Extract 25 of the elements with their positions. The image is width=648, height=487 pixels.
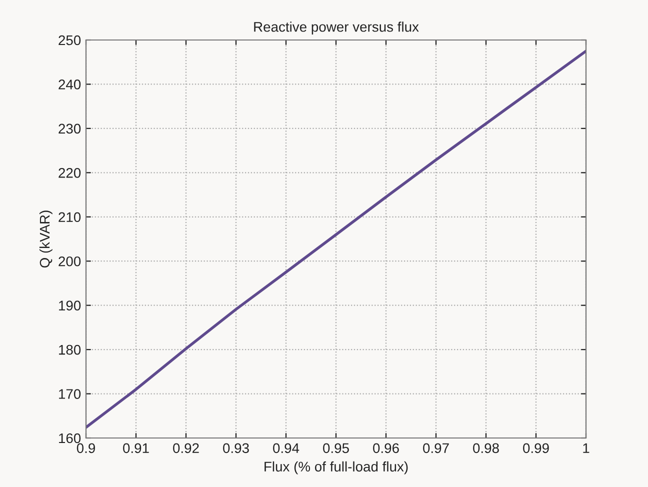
chart-title: Reactive power versus flux xyxy=(254,22,419,35)
x-axis-title: Flux (% of full-load flux) xyxy=(264,461,408,474)
y-tick-label: 170 xyxy=(59,389,81,399)
x-tick-label: 0.97 xyxy=(423,443,449,454)
x-tick-label: 0.98 xyxy=(473,443,499,454)
y-tick-label: 210 xyxy=(58,212,81,222)
x-tick-label: 1 xyxy=(583,443,590,453)
x-tick-label: 0.93 xyxy=(223,443,249,454)
y-tick-label: 190 xyxy=(59,300,81,311)
x-tick-label: 0.92 xyxy=(173,443,199,454)
y-tick-label: 240 xyxy=(58,80,81,90)
line-series xyxy=(86,50,586,429)
y-tick-label: 180 xyxy=(59,344,81,355)
x-tick-label: 0.94 xyxy=(273,443,300,454)
x-tick-label: 0.95 xyxy=(323,443,349,454)
y-tick-label: 220 xyxy=(58,168,81,178)
x-tick-label: 0.96 xyxy=(373,443,399,454)
y-tick-label: 250 xyxy=(58,35,81,46)
x-tick-label: 0.99 xyxy=(523,443,549,454)
y-tick-label: 230 xyxy=(58,124,81,134)
y-axis-title: Q (kVAR) xyxy=(39,210,52,268)
y-tick-label: 200 xyxy=(58,256,81,266)
x-tick-label: 0.91 xyxy=(123,443,149,454)
x-tick-label: 0.9 xyxy=(76,443,95,454)
y-tick-label: 160 xyxy=(59,433,81,444)
